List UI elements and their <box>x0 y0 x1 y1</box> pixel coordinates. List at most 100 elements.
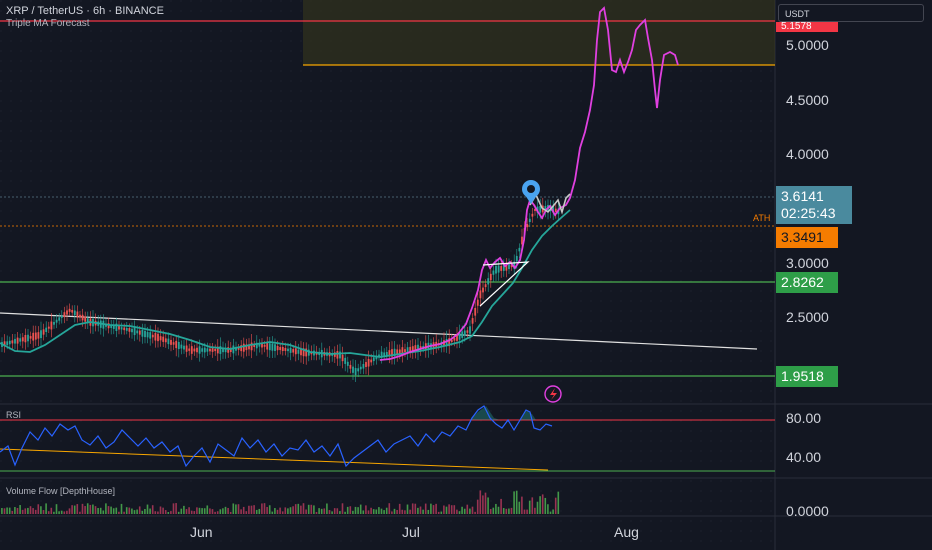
volume-bar <box>258 508 261 514</box>
price-tick: 4.5000 <box>786 92 829 108</box>
volume-bar <box>185 509 188 514</box>
rsi-title[interactable]: RSI <box>6 410 22 420</box>
candle-body <box>232 345 235 354</box>
candle-body <box>84 316 87 322</box>
candle-body <box>240 345 243 352</box>
candle-body <box>292 349 295 353</box>
volume-bar <box>432 505 435 514</box>
volume-bar <box>89 504 92 514</box>
volume-bar <box>427 509 430 514</box>
candle-body <box>305 348 308 357</box>
volume-bar <box>482 495 484 514</box>
indicator-title[interactable]: Triple MA Forecast <box>6 18 90 29</box>
symbol-title[interactable]: XRP / TetherUS · 6h · BINANCE <box>6 5 164 17</box>
volume-bar <box>268 505 271 514</box>
volume-bar <box>388 503 391 514</box>
candle-body <box>391 349 393 357</box>
candle-body <box>466 330 469 333</box>
volume-bar <box>55 504 58 514</box>
rsi-fill <box>470 406 536 420</box>
candle-body <box>42 329 45 335</box>
volume-bar <box>206 505 209 514</box>
volume-bar <box>409 509 411 514</box>
candle-body <box>453 338 456 341</box>
candle-body <box>50 321 53 330</box>
candle-body <box>21 337 24 342</box>
volume-bar <box>136 509 138 514</box>
volume-bar <box>216 511 219 514</box>
volume-bar <box>29 506 32 514</box>
candle-body <box>362 364 365 369</box>
volume-bar <box>27 507 29 514</box>
price-tick: 4.0000 <box>786 146 829 162</box>
lightning-icon[interactable] <box>544 385 562 403</box>
volume-bar <box>344 511 346 514</box>
volume-bar <box>422 509 424 514</box>
volume-bar <box>115 507 118 514</box>
volume-bar <box>162 507 164 514</box>
volume-bar <box>302 503 305 514</box>
candle-body <box>180 344 183 349</box>
candle-body <box>518 247 521 252</box>
volume-bar <box>492 507 495 514</box>
volume-bar <box>151 505 154 514</box>
candle-body <box>58 317 61 321</box>
candle-body <box>406 347 409 354</box>
candle-body <box>3 341 6 347</box>
volume-bar <box>107 506 110 514</box>
candle-body <box>505 263 508 271</box>
volume-bar <box>528 500 531 514</box>
volume-bar <box>440 511 443 514</box>
candle-body <box>45 327 48 333</box>
volume-bar <box>396 509 398 514</box>
volume-bar <box>354 506 357 514</box>
volume-bar <box>437 511 440 514</box>
volume-bar <box>133 510 136 514</box>
volume-bar <box>112 508 115 514</box>
candle-body <box>32 332 35 341</box>
volume-bar <box>404 510 406 514</box>
candle-body <box>222 347 224 353</box>
volume-bar <box>331 511 333 514</box>
volume-bar <box>310 504 313 514</box>
volume-bar <box>287 508 289 514</box>
candle-body <box>339 351 341 359</box>
currency-selector[interactable]: USDT <box>778 4 924 22</box>
ath-badge: 3.3491 <box>776 227 838 248</box>
volume-title[interactable]: Volume Flow [DepthHouse] <box>6 486 116 496</box>
volume-bar <box>79 511 81 514</box>
volume-bar <box>76 504 79 514</box>
candle-body <box>245 344 248 351</box>
volume-bar <box>544 497 547 514</box>
candle-body <box>253 344 256 348</box>
volume-bar <box>318 508 320 514</box>
candle-body <box>294 348 297 355</box>
candle-body <box>458 332 461 340</box>
volume-bar <box>515 490 518 514</box>
candle-body <box>484 284 487 288</box>
volume-bar <box>276 509 279 514</box>
volume-bar <box>42 510 45 514</box>
volume-bar <box>261 503 263 514</box>
candle-body <box>489 273 492 281</box>
volume-bar <box>263 503 266 514</box>
volume-bar <box>170 511 172 514</box>
candle-body <box>79 314 81 318</box>
rsi-trendline <box>0 448 549 471</box>
volume-bar <box>341 503 344 514</box>
candle-body <box>154 332 157 341</box>
volume-bar <box>138 506 141 514</box>
volume-bar <box>518 501 521 514</box>
candle-body <box>383 352 386 357</box>
volume-bar <box>1 508 3 514</box>
volume-bar <box>476 499 479 514</box>
volume-bar <box>232 503 235 514</box>
location-pin-icon[interactable] <box>522 180 540 204</box>
volume-bar <box>266 506 268 514</box>
volume-bar <box>235 504 237 514</box>
volume-bar <box>521 496 523 514</box>
volume-bar <box>193 511 196 514</box>
volume-bar <box>149 508 151 514</box>
candle-body <box>500 266 503 271</box>
